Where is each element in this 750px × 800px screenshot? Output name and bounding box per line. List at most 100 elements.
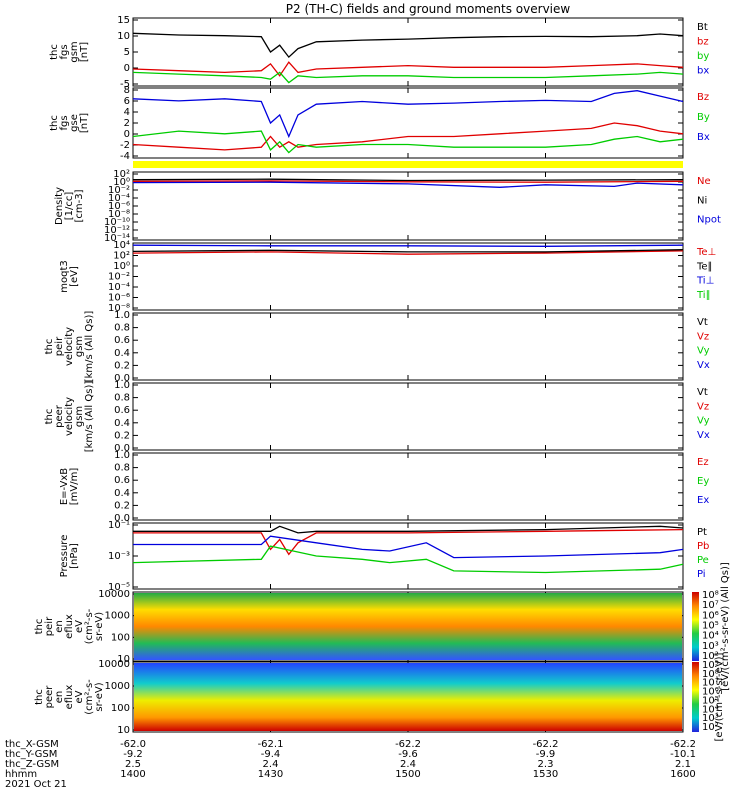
panel-frame <box>132 312 684 381</box>
y-tick-label: 10000 <box>98 589 130 600</box>
legend-entry: bx <box>697 66 709 77</box>
footer-value: -9.6 <box>398 749 418 760</box>
series-Te∥ <box>132 249 684 253</box>
y-axis-label: eflux <box>64 685 75 710</box>
colorbar-label: [eV/(cm²-s-sr-eV) (All Qs)] <box>720 562 731 691</box>
y-tick-label: 10⁰ <box>113 261 130 272</box>
y-axis-label: thc <box>44 339 55 355</box>
colorbar-tick: 10² <box>702 722 719 733</box>
y-tick-label: 10⁻² <box>108 272 130 283</box>
y-tick-label: 10 <box>117 725 130 736</box>
footer-value: 2.4 <box>400 759 416 770</box>
y-tick-label: 0.4 <box>114 348 130 359</box>
y-axis-label: eV <box>74 620 85 633</box>
footer-row-label: thc_Y-GSM <box>5 749 57 760</box>
y-tick-label: 1.0 <box>114 380 130 391</box>
colorbar-tick: 10⁷ <box>702 600 719 611</box>
y-tick-label: 0.8 <box>114 463 130 474</box>
series-Pi <box>133 535 684 559</box>
panel-fgs_gsm: thc fgs gsm [nT] 15 10 5 0 -5 Bt bz by bx <box>49 15 709 90</box>
y-tick-label: 1.0 <box>114 310 130 321</box>
y-tick-label: 0.6 <box>114 405 130 416</box>
y-tick-label: 0.8 <box>114 393 130 404</box>
y-tick-label: 10⁰ <box>113 177 130 188</box>
legend-entry: Ni <box>697 195 707 206</box>
series-Ne <box>132 180 684 183</box>
footer-value: -62.2 <box>670 739 696 750</box>
legend-entry: Vx <box>697 430 710 441</box>
y-axis-label: [nPa] <box>69 543 80 569</box>
y-axis-label: Pressure <box>59 535 70 578</box>
legend-entry: Pt <box>697 527 707 538</box>
y-tick-label: 10 <box>117 31 130 42</box>
legend-entry: Npot <box>697 215 721 226</box>
series-Te⊥ <box>132 250 684 255</box>
y-tick-label: 10000 <box>98 659 130 670</box>
y-axis-label: thc <box>44 409 55 425</box>
legend-entry: Vt <box>697 317 708 328</box>
y-tick-label: 4 <box>124 107 130 118</box>
legend-entry: Ez <box>697 457 709 468</box>
footer-value: -62.0 <box>120 739 146 750</box>
colorbar <box>692 662 699 732</box>
y-tick-label: 10⁻² <box>108 185 130 196</box>
colorbar-tick: 10⁸ <box>702 669 719 680</box>
y-tick-label: 100 <box>111 703 130 714</box>
y-tick-label: 5 <box>124 47 130 58</box>
y-tick-label: 0.2 <box>114 500 130 511</box>
y-tick-label: 10² <box>113 251 130 262</box>
footer-value: 2.3 <box>538 759 554 770</box>
series-Bt <box>132 32 684 59</box>
y-axis-label: eflux <box>64 614 75 639</box>
y-axis-label: Density <box>54 187 65 225</box>
footer-value: -62.2 <box>533 739 559 750</box>
footer-row-label: hhmm <box>5 769 37 780</box>
legend-entry: Bt <box>697 22 708 33</box>
panel-peir_velocity: thc peir velocity gsm [km/s (All Qs)] 1.00.80… <box>44 310 710 384</box>
footer-value: 1400 <box>120 769 145 780</box>
legend-entry: Te∥ <box>696 261 713 272</box>
y-axis-label: peir <box>54 336 65 356</box>
footer-value: 2.4 <box>263 759 279 770</box>
panel-frame <box>132 382 684 451</box>
series-Pt <box>133 525 684 534</box>
y-tick-label: 10⁻⁵ <box>108 582 130 593</box>
panel-density: Density [1/cc] [cm-3]10²10⁰10⁻²10⁻⁴10⁻⁶10⁻… <box>54 169 721 244</box>
legend-entry: Bx <box>697 132 710 143</box>
heatmap-field <box>134 593 682 660</box>
y-tick-label: 0 <box>124 129 130 140</box>
colorbar <box>692 592 699 661</box>
y-axis-label: gse <box>69 114 80 132</box>
y-axis-label: gsm <box>74 336 85 357</box>
y-tick-label: 10⁴ <box>113 240 130 251</box>
legend-entry: Ti∥ <box>696 290 711 301</box>
legend-entry: by <box>697 51 709 62</box>
colorbar-tick: 10⁶ <box>702 610 719 621</box>
footer-value: -9.2 <box>123 749 143 760</box>
footer-value: -10.1 <box>670 749 696 760</box>
y-tick-label: 10⁻⁸ <box>108 303 130 314</box>
legend-entry: By <box>697 112 710 123</box>
series-Ni <box>132 178 684 182</box>
y-axis-label: peer <box>44 685 55 709</box>
footer-row-label: thc_X-GSM <box>5 739 59 750</box>
series-bz <box>132 61 684 77</box>
y-tick-label: 0 <box>124 63 130 74</box>
y-axis-label: (cm²-s- <box>84 608 95 644</box>
panel-efield: E=-VxB [mV/m] 1.0 0.80.6 0.40.2 0.0 Ez Ey Ex <box>59 450 709 524</box>
colorbar-tick: 10³ <box>702 713 719 724</box>
footer-value: 1530 <box>533 769 558 780</box>
y-axis-label: [mV/m] <box>69 468 80 506</box>
colorbar-tick: 10⁷ <box>702 678 719 689</box>
footer-value: 1500 <box>395 769 420 780</box>
series-by <box>132 71 684 84</box>
y-tick-label: 10⁻⁶ <box>108 293 130 304</box>
y-axis-label: thc <box>49 115 60 131</box>
y-axis-label: moqt3 <box>59 260 70 293</box>
colorbar-tick: 10⁹ <box>702 660 719 671</box>
y-axis-label: [nT] <box>79 113 90 133</box>
y-tick-label: 0.4 <box>114 418 130 429</box>
y-tick-label: -2 <box>120 140 130 151</box>
footer-row-label: thc_Z-GSM <box>5 759 59 770</box>
